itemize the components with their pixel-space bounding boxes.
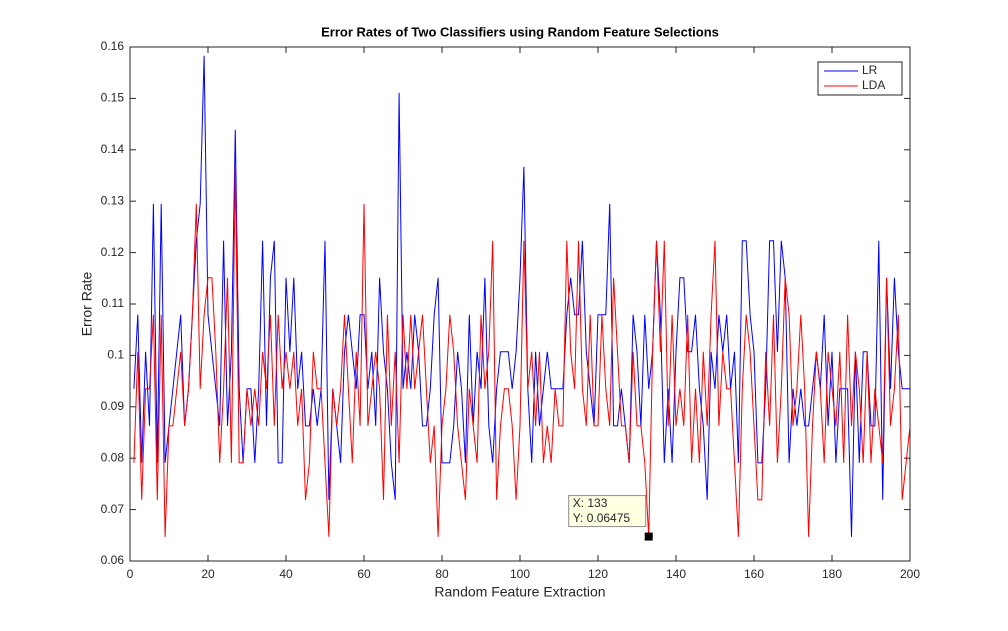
y-tick-label: 0.12 (101, 245, 125, 259)
x-tick-label: 180 (822, 567, 842, 581)
y-tick-label: 0.1 (107, 348, 124, 362)
x-tick-label: 60 (357, 567, 371, 581)
legend-box (817, 61, 903, 96)
y-axis-label: Error Rate (79, 272, 95, 337)
datatip-text: Y: 0.06475 (573, 511, 631, 525)
y-tick-label: 0.06 (101, 553, 125, 567)
x-tick-label: 0 (127, 567, 134, 581)
x-tick-label: 100 (510, 567, 530, 581)
y-tick-label: 0.09 (101, 399, 125, 413)
x-tick-label: 40 (279, 567, 293, 581)
plot-area (129, 46, 911, 562)
series-line (133, 166, 911, 537)
x-tick-label: 80 (435, 567, 449, 581)
series-line (133, 55, 910, 537)
x-tick-label: 120 (588, 567, 608, 581)
x-tick-label: 160 (744, 567, 764, 581)
datatip-marker (644, 532, 653, 541)
datatip-box (568, 495, 647, 528)
x-tick-label: 20 (201, 567, 215, 581)
y-tick-label: 0.16 (101, 39, 125, 53)
datatip-text: X: 133 (573, 496, 608, 510)
y-tick-label: 0.11 (102, 296, 125, 310)
legend-label: LR (862, 63, 878, 77)
y-tick-label: 0.13 (101, 193, 125, 207)
x-tick-label: 200 (900, 567, 920, 581)
chart-title: Error Rates of Two Classifiers using Ran… (321, 24, 719, 39)
y-tick-label: 0.08 (101, 450, 125, 464)
x-tick-label: 140 (666, 567, 686, 581)
legend-label: LDA (862, 78, 885, 92)
y-tick-label: 0.15 (101, 91, 125, 105)
y-tick-label: 0.07 (101, 502, 125, 516)
y-tick-label: 0.14 (101, 142, 125, 156)
x-axis-label: Random Feature Extraction (434, 584, 605, 600)
